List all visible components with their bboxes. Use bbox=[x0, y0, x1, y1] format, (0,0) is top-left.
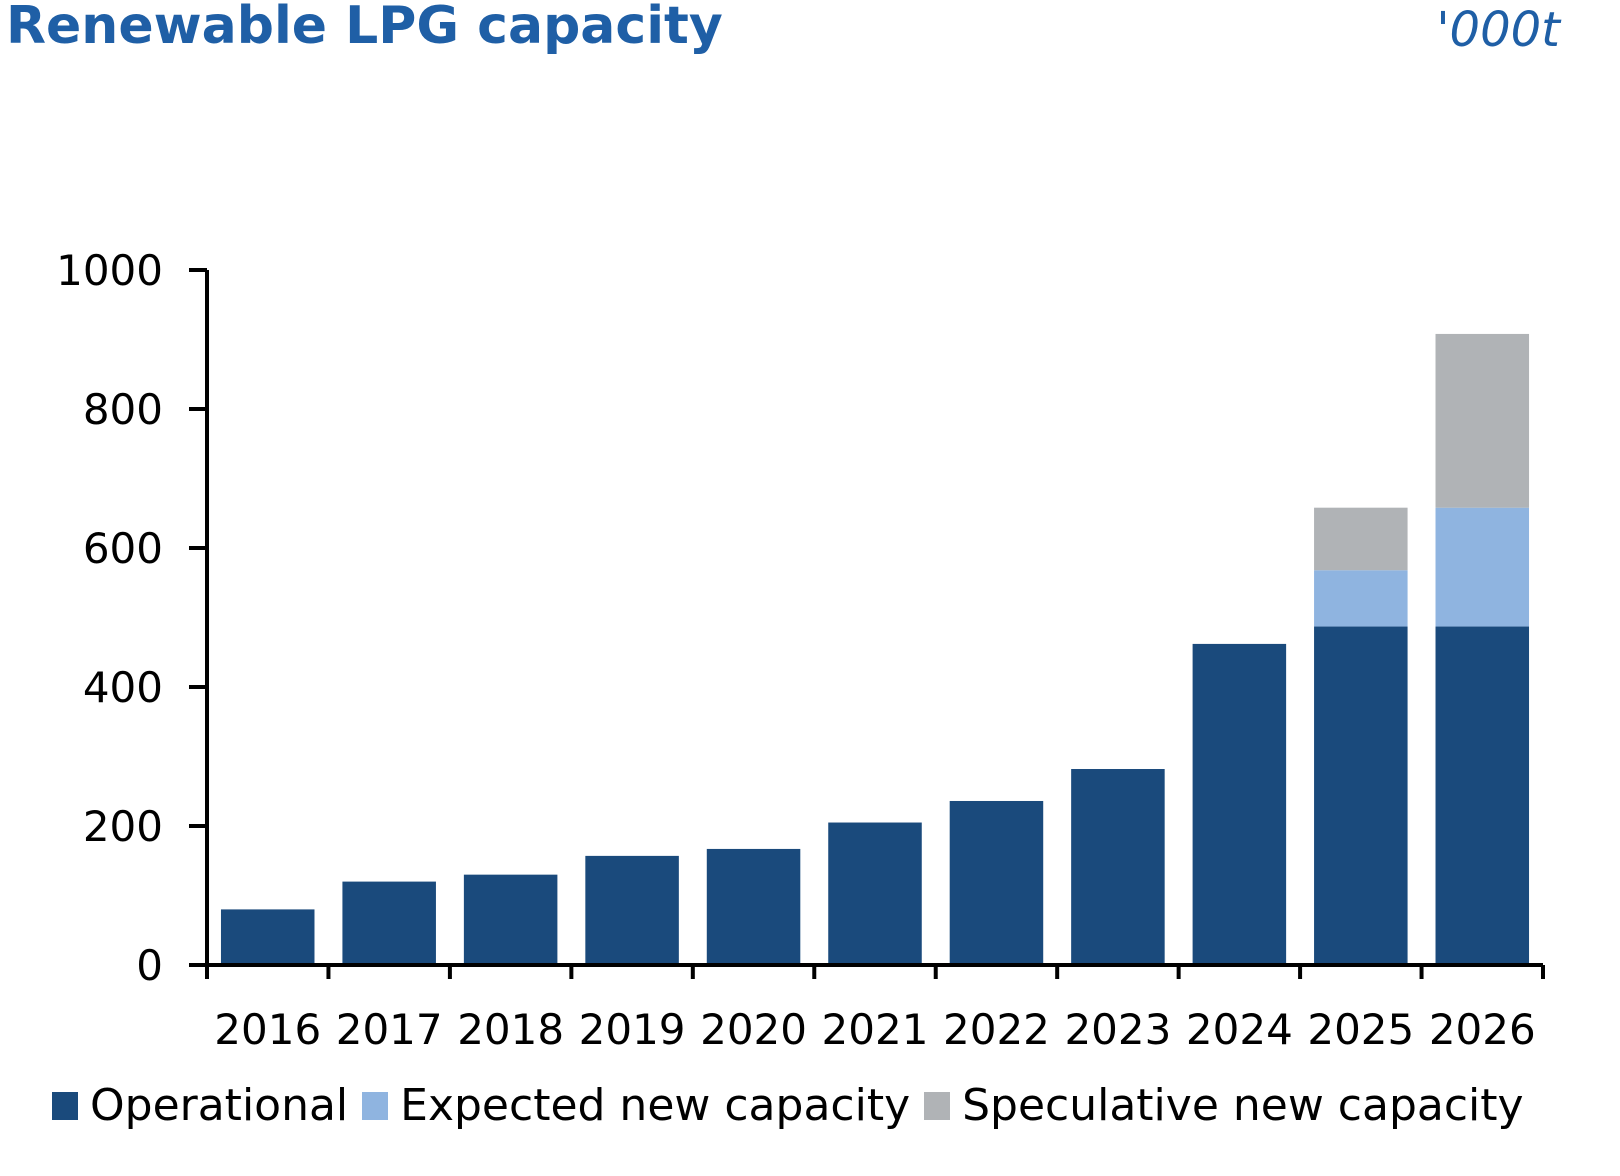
bar-operational-2018 bbox=[463, 874, 558, 965]
x-tick-label-2019: 2019 bbox=[579, 1005, 686, 1054]
x-tick-label-2023: 2023 bbox=[1064, 1005, 1171, 1054]
x-tick-label-2017: 2017 bbox=[336, 1005, 443, 1054]
legend-label-speculative: Speculative new capacity bbox=[962, 1080, 1524, 1131]
bar-operational-2017 bbox=[342, 881, 436, 965]
legend-label-expected: Expected new capacity bbox=[400, 1080, 911, 1131]
x-tick-label-2018: 2018 bbox=[457, 1005, 564, 1054]
y-tick-label-1000: 1000 bbox=[56, 246, 163, 295]
bar-speculative-new-capacity-2025 bbox=[1314, 507, 1408, 571]
legend-item-speculative: Speculative new capacity bbox=[924, 1080, 1524, 1131]
bar-expected-new-capacity-2025 bbox=[1314, 570, 1408, 627]
bar-operational-2025 bbox=[1314, 626, 1408, 965]
y-tick-label-0: 0 bbox=[136, 941, 163, 990]
bar-operational-2024 bbox=[1192, 643, 1287, 965]
unit-label: '000t bbox=[1436, 2, 1560, 58]
y-tick-label-600: 600 bbox=[83, 524, 163, 573]
y-tick-label-200: 200 bbox=[83, 802, 163, 851]
x-tick-label-2021: 2021 bbox=[822, 1005, 929, 1054]
x-tick-label-2025: 2025 bbox=[1307, 1005, 1414, 1054]
bar-operational-2016 bbox=[220, 909, 315, 965]
x-tick-label-2026: 2026 bbox=[1429, 1005, 1536, 1054]
legend-item-operational: Operational bbox=[52, 1080, 348, 1131]
x-tick-label-2022: 2022 bbox=[943, 1005, 1050, 1054]
y-axis: 0 200 400 600 800 1000 bbox=[56, 246, 209, 990]
y-tick-label-800: 800 bbox=[83, 385, 163, 434]
x-tick-label-2016: 2016 bbox=[214, 1005, 321, 1054]
legend-swatch-operational bbox=[52, 1091, 78, 1120]
chart-title: Renewable LPG capacity bbox=[6, 0, 723, 56]
x-tick-label-2024: 2024 bbox=[1186, 1005, 1293, 1054]
bar-operational-2019 bbox=[585, 855, 679, 965]
bar-operational-2026 bbox=[1435, 626, 1530, 965]
x-tick-label-2020: 2020 bbox=[700, 1005, 807, 1054]
x-axis: 2016 2017 2018 2019 2020 2021 2022 2023 2024 2025… bbox=[205, 963, 1545, 1054]
y-tick-label-400: 400 bbox=[83, 663, 163, 712]
bar-operational-2022 bbox=[949, 800, 1044, 965]
bar-operational-2021 bbox=[828, 822, 922, 965]
legend-swatch-expected bbox=[362, 1091, 389, 1120]
bar-expected-new-capacity-2026 bbox=[1435, 507, 1530, 627]
bar-operational-2020 bbox=[706, 848, 801, 965]
bar-speculative-new-capacity-2026 bbox=[1435, 333, 1530, 508]
bar-operational-2023 bbox=[1071, 769, 1165, 965]
legend-label-operational: Operational bbox=[90, 1080, 349, 1131]
legend: Operational Expected new capacity Specul… bbox=[52, 1080, 1538, 1131]
legend-swatch-speculative bbox=[924, 1091, 951, 1120]
legend-item-expected: Expected new capacity bbox=[362, 1080, 910, 1131]
bars-group bbox=[220, 333, 1530, 965]
